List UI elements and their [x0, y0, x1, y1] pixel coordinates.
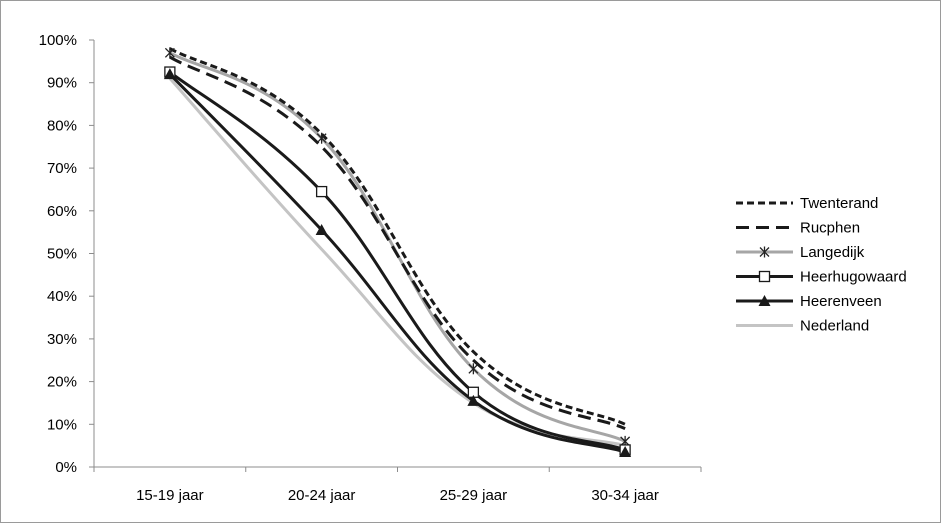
x-tick-label: 20-24 jaar [288, 487, 356, 504]
y-tick-label: 100% [39, 32, 77, 49]
legend-marker [758, 295, 771, 306]
series-markers [163, 47, 632, 458]
axes: 0% 10% 20% 30% 40% 50% 60% 70% 80% 90% 100% 15-19 j… [39, 32, 702, 504]
legend-label: Twenterand [800, 195, 878, 212]
y-tick-label: 20% [47, 374, 77, 391]
series-line-twenterand [169, 47, 626, 426]
legend-item-twenterand: Twenterand [736, 195, 878, 212]
series-line-rucphen [169, 55, 626, 430]
y-tick-label: 60% [47, 203, 77, 220]
series-line-heerenveen [168, 73, 626, 454]
y-tick-label: 0% [55, 459, 77, 476]
legend-marker [758, 270, 771, 283]
legend-marker [759, 246, 770, 258]
legend-item-nederland: Nederland [736, 318, 869, 335]
data-point-langedijk [164, 47, 175, 59]
legend-item-langedijk: Langedijk [736, 244, 865, 261]
x-tick-label: 25-29 jaar [440, 487, 508, 504]
legend-label: Heerenveen [800, 293, 882, 310]
y-tick-label: 40% [47, 288, 77, 305]
x-tick-label: 30-34 jaar [591, 487, 659, 504]
y-tick-label: 90% [47, 75, 77, 92]
y-tick-label: 10% [47, 416, 77, 433]
data-point-heerhugowaard [315, 185, 328, 198]
legend-label: Nederland [800, 318, 869, 335]
y-tick-label: 30% [47, 331, 77, 348]
series-line-heerhugowaard [168, 70, 626, 452]
legend-label: Rucphen [800, 220, 860, 237]
legend-item-heerhugowaard: Heerhugowaard [736, 269, 907, 286]
x-tick-label: 15-19 jaar [136, 487, 204, 504]
legend: Twenterand Rucphen Langedijk Heerhugowaard H… [736, 195, 907, 335]
data-point-heerenveen [467, 394, 480, 406]
y-tick-label: 70% [47, 160, 77, 177]
data-point-heerenveen [163, 68, 176, 80]
data-point-heerenveen [315, 224, 328, 236]
y-tick-label: 50% [47, 246, 77, 263]
series-line-nederland [168, 77, 626, 448]
series-lines [168, 47, 626, 454]
series-line-langedijk [169, 51, 626, 443]
data-point-langedijk [316, 132, 327, 144]
data-point-langedijk [468, 363, 479, 375]
legend-item-heerenveen: Heerenveen [736, 293, 882, 310]
legend-label: Heerhugowaard [800, 269, 907, 286]
legend-label: Langedijk [800, 244, 865, 261]
legend-item-rucphen: Rucphen [736, 220, 860, 237]
data-point-heerenveen [619, 446, 632, 458]
y-tick-label: 80% [47, 117, 77, 134]
